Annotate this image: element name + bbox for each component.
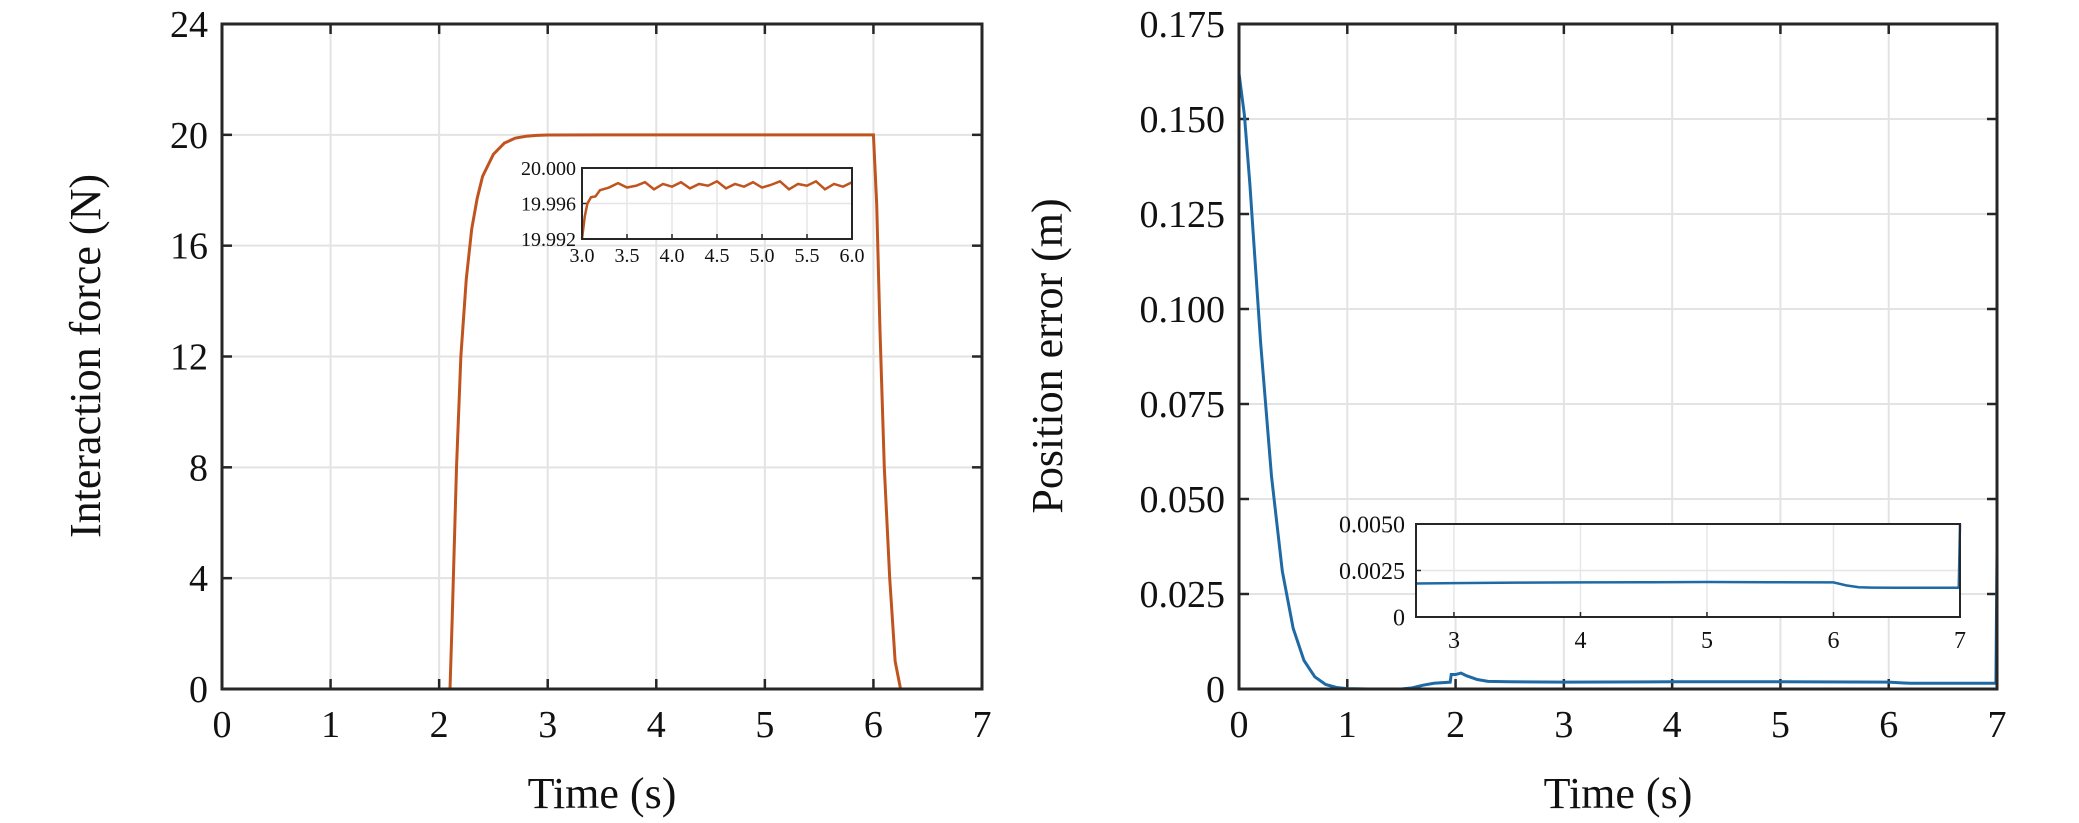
force-y-tick-label: 8 xyxy=(189,447,208,489)
force-inset-x-tick-label: 3.0 xyxy=(570,245,595,267)
force-x-tick-label: 0 xyxy=(213,704,232,746)
force-x-tick-label: 2 xyxy=(430,704,449,746)
force-x-tick-label: 7 xyxy=(973,704,992,746)
error-y-tick-label: 0.175 xyxy=(1140,4,1226,46)
force-series-line xyxy=(222,133,982,691)
error-y-tick-label: 0.050 xyxy=(1140,479,1226,521)
force-inset-y-tick-label: 19.992 xyxy=(521,229,576,251)
error-y-tick-label: 0.025 xyxy=(1140,574,1226,616)
force-x-tick-label: 4 xyxy=(647,704,666,746)
force-x-axis-label: Time (s) xyxy=(528,769,677,818)
force-y-tick-label: 4 xyxy=(189,558,208,600)
force-inset-y-tick-label: 20.000 xyxy=(521,158,576,180)
error-x-tick-label: 6 xyxy=(1879,704,1898,746)
force-inset-series-line xyxy=(580,179,853,240)
force-inset: 3.0 3.5 4.0 4.5 5.0 5.5 6.0 19.992 19.996 20.000 xyxy=(521,158,865,267)
force-x-tick-label: 6 xyxy=(864,704,883,746)
error-x-tick-label: 1 xyxy=(1338,704,1357,746)
error-x-tick-label: 0 xyxy=(1230,704,1249,746)
force-y-axis-label: Interaction force (N) xyxy=(61,174,110,538)
force-inset-x-tick-label: 4.0 xyxy=(660,245,685,267)
error-x-tick-label: 2 xyxy=(1446,704,1465,746)
error-x-axis-label: Time (s) xyxy=(1544,769,1693,818)
force-inset-frame xyxy=(581,167,853,240)
force-inset-x-tick-label: 6.0 xyxy=(840,245,865,267)
error-axes-frame xyxy=(1237,22,1999,691)
error-inset-x-tick-label: 5 xyxy=(1701,628,1713,654)
error-y-tick-label: 0 xyxy=(1206,669,1225,711)
error-inset-series-line xyxy=(1415,523,1962,590)
error-inset-x-tick-label: 3 xyxy=(1448,628,1460,654)
force-y-tick-label: 12 xyxy=(170,337,208,379)
error-inset: 3 4 5 6 7 0 0.0025 0.0050 xyxy=(1339,512,1966,654)
error-x-tick-label: 7 xyxy=(1988,704,2007,746)
error-y-tick-label: 0.075 xyxy=(1140,384,1226,426)
error-chart: 0 1 2 3 4 5 6 7 0 0.025 0.050 0.075 0.100 0.125 0.150 0… xyxy=(1023,4,2007,818)
error-inset-x-tick-label: 7 xyxy=(1954,628,1966,654)
force-y-tick-label: 0 xyxy=(189,669,208,711)
force-inset-x-tick-label: 4.5 xyxy=(705,245,730,267)
force-inset-x-tick-label: 5.5 xyxy=(795,245,820,267)
force-y-tick-label: 24 xyxy=(170,4,208,46)
error-inset-tick-labels: 3 4 5 6 7 0 0.0025 0.0050 xyxy=(1339,512,1966,654)
force-inset-x-tick-label: 3.5 xyxy=(615,245,640,267)
error-inset-y-tick-label: 0.0050 xyxy=(1339,512,1405,538)
error-x-tick-label: 4 xyxy=(1663,704,1682,746)
error-inset-y-tick-label: 0.0025 xyxy=(1339,559,1405,585)
error-inset-x-tick-label: 4 xyxy=(1574,628,1586,654)
force-inset-x-tick-label: 5.0 xyxy=(750,245,775,267)
error-inset-y-tick-label: 0 xyxy=(1393,605,1405,631)
force-x-tick-label: 3 xyxy=(538,704,557,746)
error-y-tick-label: 0.125 xyxy=(1140,194,1226,236)
error-x-tick-label: 5 xyxy=(1771,704,1790,746)
force-x-tick-label: 5 xyxy=(755,704,774,746)
error-y-tick-label: 0.150 xyxy=(1140,99,1226,141)
error-inset-frame xyxy=(1415,523,1961,618)
force-x-tick-label: 1 xyxy=(321,704,340,746)
error-series-line xyxy=(1237,73,1999,691)
error-inset-x-tick-label: 6 xyxy=(1827,628,1839,654)
force-y-tick-label: 16 xyxy=(170,226,208,268)
error-y-axis-label: Position error (m) xyxy=(1023,198,1072,513)
error-y-tick-label: 0.100 xyxy=(1140,289,1226,331)
force-y-tick-label: 20 xyxy=(170,115,208,157)
force-grid xyxy=(221,23,983,690)
force-inset-tick-labels: 3.0 3.5 4.0 4.5 5.0 5.5 6.0 19.992 19.996 20.000 xyxy=(521,158,865,267)
force-inset-y-tick-label: 19.996 xyxy=(521,194,576,216)
error-x-tick-label: 3 xyxy=(1554,704,1573,746)
error-tick-labels: 0 1 2 3 4 5 6 7 0 0.025 0.050 0.075 0.100 0.125 0.150 0… xyxy=(1140,4,2007,746)
force-axes-frame xyxy=(220,22,984,691)
